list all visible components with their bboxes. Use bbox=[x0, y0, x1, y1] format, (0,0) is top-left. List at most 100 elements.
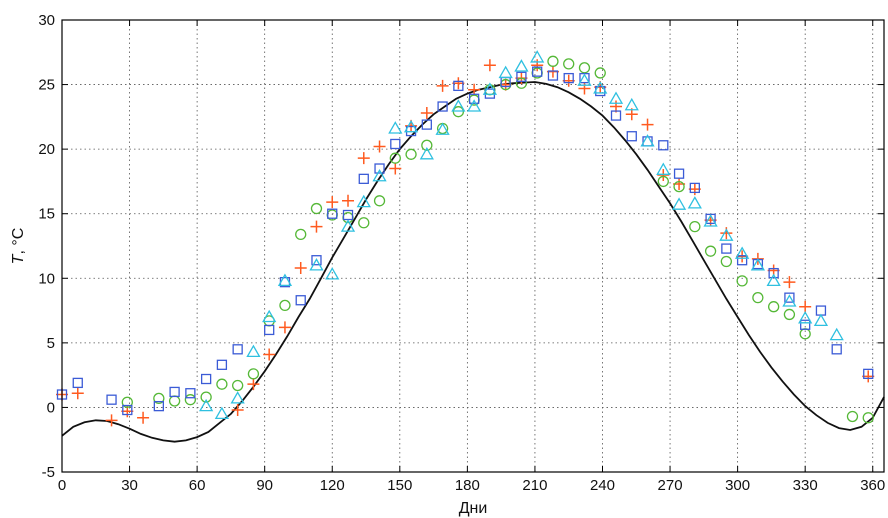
square-marker bbox=[532, 66, 543, 77]
triangle-marker bbox=[514, 59, 529, 72]
x-tick-label: 330 bbox=[793, 477, 818, 494]
square-marker bbox=[768, 267, 779, 279]
square-marker bbox=[311, 255, 322, 266]
circle-marker bbox=[720, 255, 733, 268]
plus-marker bbox=[483, 59, 496, 72]
square-marker bbox=[547, 70, 559, 81]
plot-frame bbox=[61, 19, 885, 473]
triangle-marker bbox=[403, 119, 419, 133]
triangle-marker bbox=[577, 73, 592, 86]
triangle-marker bbox=[482, 82, 498, 95]
triangle-marker bbox=[766, 273, 781, 287]
triangle-marker bbox=[703, 214, 718, 227]
square-marker bbox=[736, 255, 748, 266]
circle-marker bbox=[216, 378, 228, 390]
plus-marker bbox=[294, 261, 307, 274]
circle-marker bbox=[846, 410, 859, 423]
circle-marker bbox=[783, 308, 796, 321]
circle-marker bbox=[736, 275, 748, 287]
y-axis-title-unit: , °C bbox=[10, 228, 27, 255]
square-marker bbox=[563, 72, 574, 84]
x-tick-label: 60 bbox=[189, 477, 206, 494]
x-tick-label: 0 bbox=[58, 477, 66, 494]
x-tick-label: 240 bbox=[590, 477, 615, 494]
y-tick-label: -5 bbox=[42, 464, 55, 481]
square-marker bbox=[200, 373, 212, 385]
plus-marker bbox=[578, 82, 591, 95]
square-marker bbox=[800, 319, 811, 330]
plus-marker bbox=[436, 79, 449, 92]
circle-marker bbox=[515, 77, 528, 89]
grid bbox=[62, 20, 884, 472]
square-marker bbox=[153, 400, 164, 412]
triangle-marker bbox=[829, 327, 844, 341]
circle-marker bbox=[767, 301, 780, 313]
circle-marker bbox=[153, 392, 165, 405]
y-tick-label: 5 bbox=[47, 335, 55, 352]
triangle-marker bbox=[419, 146, 434, 160]
circle-marker bbox=[673, 180, 685, 193]
x-tick-label: 30 bbox=[121, 477, 138, 494]
triangle-marker bbox=[199, 398, 214, 412]
triangle-marker bbox=[735, 246, 750, 259]
circle-marker bbox=[373, 195, 386, 207]
square-marker bbox=[437, 101, 448, 112]
triangle-marker bbox=[782, 294, 797, 307]
square-marker bbox=[264, 324, 275, 336]
circle-marker bbox=[247, 368, 260, 380]
square-marker bbox=[453, 80, 464, 92]
circle-marker bbox=[184, 394, 197, 406]
circle-marker bbox=[121, 396, 133, 408]
model-line-layer bbox=[61, 81, 885, 443]
square-marker bbox=[421, 119, 432, 130]
circle-marker bbox=[200, 391, 212, 403]
circle-marker bbox=[752, 292, 764, 304]
circle-marker bbox=[310, 202, 323, 215]
triangle-marker bbox=[309, 258, 324, 271]
plus-marker bbox=[71, 387, 84, 400]
plus-marker bbox=[357, 152, 370, 165]
triangle-marker bbox=[719, 228, 734, 241]
x-tick-label: 360 bbox=[860, 477, 885, 494]
square-marker bbox=[232, 344, 243, 355]
y-tick-label: 0 bbox=[47, 399, 55, 416]
x-tick-label: 180 bbox=[455, 477, 480, 494]
triangle-marker bbox=[467, 99, 482, 112]
triangle-marker bbox=[451, 99, 466, 112]
square-marker bbox=[185, 388, 196, 399]
plus-marker bbox=[247, 378, 260, 391]
circle-marker bbox=[862, 412, 874, 424]
triangle-marker bbox=[388, 121, 403, 134]
plus-marker bbox=[326, 196, 339, 209]
triangle-marker bbox=[687, 196, 702, 209]
triangle-marker bbox=[813, 313, 829, 327]
square-marker bbox=[721, 243, 732, 254]
y-tick-label: 10 bbox=[38, 270, 55, 287]
plus-marker bbox=[799, 300, 812, 313]
circle-marker bbox=[578, 62, 591, 74]
square-marker bbox=[610, 110, 622, 121]
triangle-marker bbox=[750, 258, 766, 271]
circle-marker bbox=[689, 220, 701, 233]
triangle-marker bbox=[214, 406, 230, 420]
triangle-marker bbox=[656, 162, 671, 175]
x-axis-title: Дни bbox=[459, 500, 488, 517]
triangle-marker bbox=[340, 219, 356, 232]
triangle-marker bbox=[530, 50, 545, 63]
circle-marker bbox=[704, 245, 717, 257]
y-tick-label: 15 bbox=[38, 206, 55, 223]
y-axis-title-symbol: T bbox=[10, 253, 27, 264]
plus-marker bbox=[278, 321, 291, 334]
circle-marker bbox=[563, 58, 575, 70]
square-marker bbox=[358, 173, 369, 184]
square-marker bbox=[689, 182, 700, 194]
square-marker bbox=[831, 344, 842, 355]
circle-marker bbox=[421, 139, 433, 151]
square-marker bbox=[72, 377, 83, 389]
model-curve bbox=[61, 81, 885, 443]
square-marker bbox=[374, 163, 385, 174]
square-marker bbox=[169, 386, 180, 398]
square-marker bbox=[673, 168, 685, 179]
